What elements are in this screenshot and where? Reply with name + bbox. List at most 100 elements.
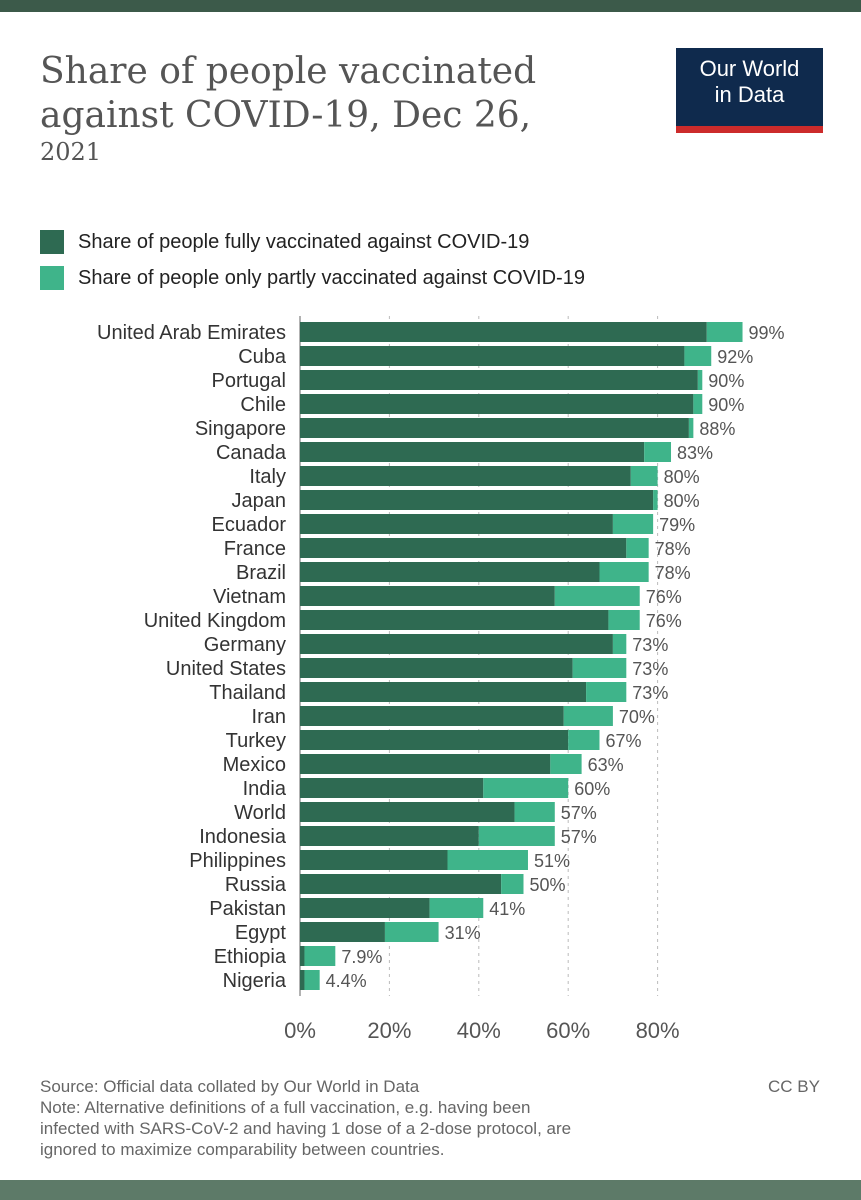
bar-partly-vaccinated: [501, 874, 524, 894]
value-label: 57%: [561, 827, 597, 847]
category-label: Portugal: [212, 370, 287, 392]
value-label: 4.4%: [326, 971, 367, 991]
bar-partly-vaccinated: [429, 898, 484, 918]
bar-fully-vaccinated: [300, 418, 689, 438]
chart-title-line-3: 2021: [40, 138, 102, 166]
category-label: Brazil: [236, 562, 286, 584]
category-label: Ethiopia: [214, 946, 287, 968]
bar-partly-vaccinated: [688, 418, 694, 438]
legend-swatch-full: [40, 230, 64, 254]
bar-fully-vaccinated: [300, 826, 479, 846]
category-label: Singapore: [195, 418, 286, 440]
chart-title-line-1: Share of people vaccinated: [40, 51, 537, 92]
legend-label-full: Share of people fully vaccinated against…: [78, 230, 530, 253]
logo-red-bar: [676, 126, 823, 133]
value-label: 57%: [561, 803, 597, 823]
bar-partly-vaccinated: [554, 586, 640, 606]
chart-title-line-2: against COVID-19, Dec 26,: [40, 95, 532, 136]
bar-fully-vaccinated: [300, 538, 627, 558]
bar-partly-vaccinated: [514, 802, 555, 822]
bottom-frame-bar: [0, 1180, 861, 1200]
owid-logo: Our World in Data: [676, 48, 823, 133]
chart-title: Share of people vaccinated against COVID…: [40, 50, 560, 138]
category-label: Cuba: [238, 346, 287, 368]
value-label: 41%: [489, 899, 525, 919]
bar-partly-vaccinated: [608, 610, 640, 630]
value-label: 60%: [574, 779, 610, 799]
legend: Share of people fully vaccinated against…: [40, 224, 585, 296]
bar-fully-vaccinated: [300, 562, 600, 582]
category-label: Philippines: [189, 850, 286, 872]
category-label: France: [224, 538, 286, 560]
bar-partly-vaccinated: [384, 922, 439, 942]
category-label: Japan: [232, 490, 287, 512]
value-label: 7.9%: [341, 947, 382, 967]
bar-fully-vaccinated: [300, 778, 484, 798]
legend-label-partial: Share of people only partly vaccinated a…: [78, 266, 585, 289]
bar-fully-vaccinated: [300, 322, 707, 342]
footer: Source: Official data collated by Our Wo…: [40, 1076, 830, 1160]
category-label: India: [243, 778, 287, 800]
bar-fully-vaccinated: [300, 970, 305, 990]
bar-fully-vaccinated: [300, 754, 551, 774]
bar-partly-vaccinated: [684, 346, 712, 366]
category-label: Nigeria: [223, 970, 287, 992]
value-label: 73%: [632, 659, 668, 679]
category-label: Iran: [252, 706, 286, 728]
bar-partly-vaccinated: [483, 778, 569, 798]
x-tick-label-0: 0%: [284, 1018, 316, 1043]
bar-fully-vaccinated: [300, 730, 569, 750]
bar-fully-vaccinated: [300, 586, 555, 606]
category-label: Egypt: [235, 922, 287, 944]
bar-partly-vaccinated: [644, 442, 672, 462]
bar-partly-vaccinated: [626, 538, 649, 558]
bar-fully-vaccinated: [300, 442, 645, 462]
bar-fully-vaccinated: [300, 514, 613, 534]
bar-fully-vaccinated: [300, 802, 515, 822]
logo-line-2: in Data: [714, 82, 785, 107]
value-label: 79%: [659, 515, 695, 535]
value-label: 67%: [605, 731, 641, 751]
bar-partly-vaccinated: [447, 850, 528, 870]
category-label: Italy: [249, 466, 286, 488]
bar-fully-vaccinated: [300, 634, 613, 654]
value-label: 90%: [708, 371, 744, 391]
value-label: 63%: [588, 755, 624, 775]
top-frame-bar: [0, 0, 861, 12]
bar-fully-vaccinated: [300, 946, 305, 966]
bar-fully-vaccinated: [300, 490, 654, 510]
category-label: United Arab Emirates: [97, 322, 286, 344]
bar-partly-vaccinated: [572, 658, 627, 678]
bar-fully-vaccinated: [300, 850, 448, 870]
bar-partly-vaccinated: [586, 682, 627, 702]
value-label: 92%: [717, 347, 753, 367]
note-line-2: infected with SARS-CoV-2 and having 1 do…: [40, 1119, 572, 1138]
bar-partly-vaccinated: [304, 946, 336, 966]
category-label: Canada: [216, 442, 287, 464]
value-label: 80%: [664, 491, 700, 511]
value-label: 80%: [664, 467, 700, 487]
value-label: 78%: [655, 563, 691, 583]
value-label: 76%: [646, 611, 682, 631]
value-label: 90%: [708, 395, 744, 415]
value-label: 31%: [445, 923, 481, 943]
note-line-3: ignored to maximize comparability betwee…: [40, 1140, 445, 1159]
bar-partly-vaccinated: [563, 706, 613, 726]
bar-chart: 0% 20% 40% 60% 80% United Arab Emirates 99% Cub…: [97, 316, 785, 1043]
value-label: 50%: [530, 875, 566, 895]
x-tick-label-20: 20%: [367, 1018, 411, 1043]
bar-partly-vaccinated: [653, 490, 658, 510]
bar-fully-vaccinated: [300, 346, 685, 366]
category-label: World: [234, 802, 286, 824]
bar-fully-vaccinated: [300, 874, 502, 894]
note-line-1: Note: Alternative definitions of a full …: [40, 1098, 531, 1117]
bar-partly-vaccinated: [706, 322, 743, 342]
category-label: Pakistan: [209, 898, 286, 920]
bar-fully-vaccinated: [300, 610, 609, 630]
value-label: 73%: [632, 683, 668, 703]
bar-fully-vaccinated: [300, 706, 564, 726]
value-label: 76%: [646, 587, 682, 607]
bar-partly-vaccinated: [478, 826, 555, 846]
bar-partly-vaccinated: [612, 514, 654, 534]
bar-fully-vaccinated: [300, 682, 587, 702]
